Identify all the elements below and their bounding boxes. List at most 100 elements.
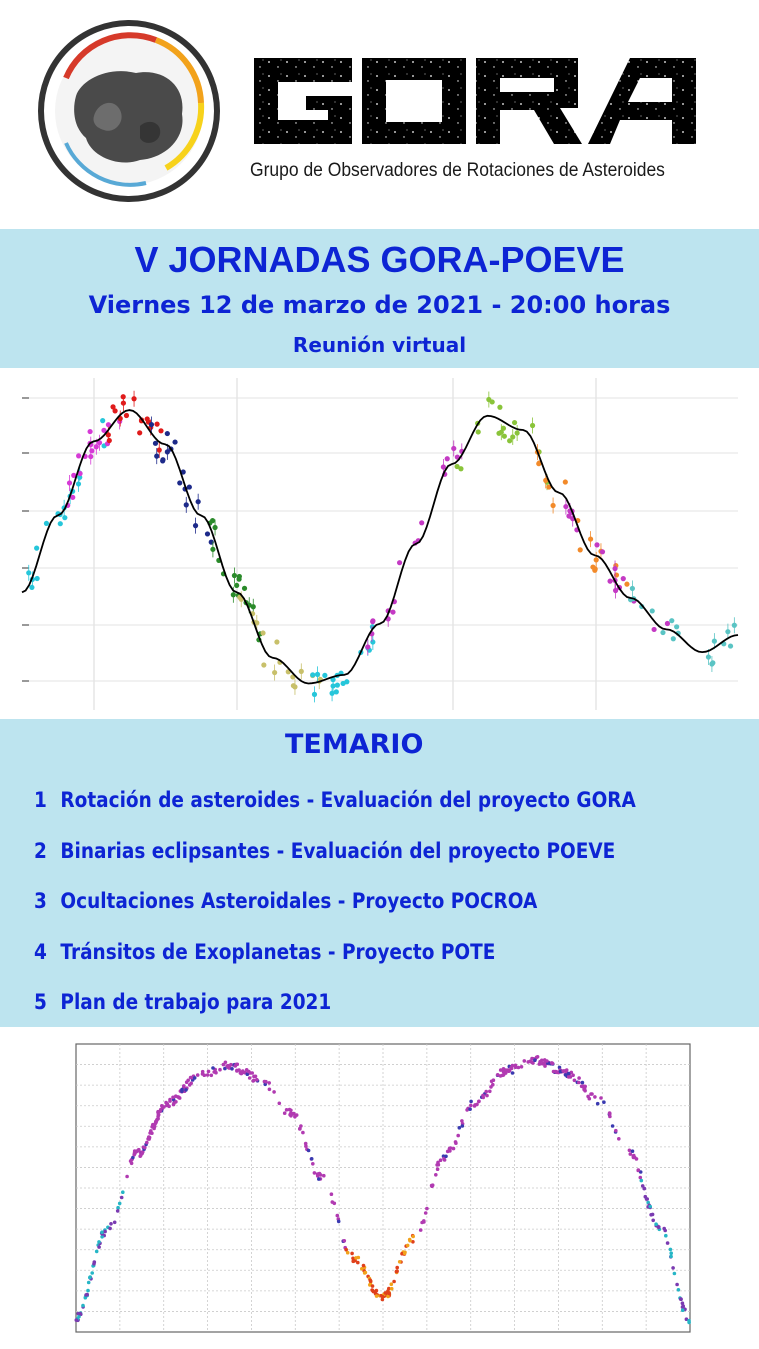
chart2-grid xyxy=(76,1044,690,1332)
chart2-point xyxy=(237,1068,241,1072)
chart2-point xyxy=(86,1280,91,1285)
chart1-point xyxy=(43,520,50,527)
chart2-point xyxy=(684,1317,689,1321)
chart2-point xyxy=(361,1263,366,1268)
chart2-point xyxy=(671,1266,675,1270)
chart1-point xyxy=(330,683,336,689)
chart1-fit-curve xyxy=(21,409,739,685)
chart1-point xyxy=(105,432,111,438)
chart2-point xyxy=(209,1073,214,1078)
chart1-point xyxy=(454,463,460,470)
chart2-point xyxy=(389,1282,394,1286)
chart2-point xyxy=(643,1194,648,1199)
chart2-point xyxy=(430,1183,435,1187)
chart1-point xyxy=(458,466,464,472)
chart2-point xyxy=(646,1200,650,1205)
chart1-point xyxy=(160,458,166,464)
agenda-section: TEMARIO 1 Rotación de asteroides - Evalua… xyxy=(0,719,759,1027)
chart1-point xyxy=(272,669,278,676)
chart2-point xyxy=(205,1073,210,1077)
chart2-point xyxy=(356,1260,360,1265)
chart2-point xyxy=(475,1102,479,1107)
chart1-point xyxy=(298,668,304,674)
chart2-point xyxy=(182,1084,186,1088)
chart2-point xyxy=(577,1076,581,1080)
chart2-point xyxy=(571,1073,575,1077)
chart2-point xyxy=(457,1126,462,1130)
chart2-point xyxy=(488,1089,492,1094)
chart2-point xyxy=(481,1093,485,1098)
chart2-point xyxy=(513,1065,518,1069)
chart2-point xyxy=(566,1071,571,1076)
chart2-point xyxy=(617,1137,621,1141)
chart2-point xyxy=(587,1096,592,1101)
chart2-point xyxy=(593,1095,597,1099)
chart2-point xyxy=(397,1260,402,1264)
chart1-point xyxy=(101,427,107,433)
agenda-item-number: 3 xyxy=(34,889,47,913)
chart1-point xyxy=(234,582,240,589)
chart2-point xyxy=(509,1066,514,1071)
chart2-point xyxy=(171,1095,175,1100)
chart1-point xyxy=(486,396,492,403)
chart2-point xyxy=(687,1318,691,1323)
chart2-point xyxy=(174,1094,178,1098)
chart2-point xyxy=(522,1059,527,1063)
chart2-point xyxy=(329,1192,334,1196)
chart2-point xyxy=(503,1068,508,1072)
chart2-point xyxy=(489,1085,493,1089)
chart1-point xyxy=(550,502,556,509)
chart2-point xyxy=(168,1099,172,1103)
chart2-point xyxy=(460,1119,464,1123)
chart1-point xyxy=(210,546,216,552)
header: Grupo de Observadores de Rotaciones de A… xyxy=(0,0,759,228)
chart1-point xyxy=(261,662,267,668)
chart2-point xyxy=(147,1135,151,1139)
chart2-point xyxy=(503,1071,508,1075)
chart2-point xyxy=(229,1062,233,1067)
chart2-point xyxy=(538,1059,542,1064)
chart2-point xyxy=(665,1241,670,1245)
chart1-point xyxy=(183,502,189,508)
chart2-point xyxy=(233,1064,238,1068)
chart1-point xyxy=(195,499,201,505)
chart2-point xyxy=(312,1171,317,1175)
chart2-point xyxy=(303,1141,308,1146)
chart2-point xyxy=(477,1099,481,1104)
agenda-item: 5 Plan de trabajo para 2021 xyxy=(34,990,331,1014)
chart1-point xyxy=(105,422,112,428)
chart2-point xyxy=(371,1289,376,1294)
header-subtitle: Grupo de Observadores de Rotaciones de A… xyxy=(250,160,665,181)
chart1-point xyxy=(120,400,127,406)
chart2-point xyxy=(442,1158,447,1162)
agenda-item-label: Plan de trabajo para 2021 xyxy=(60,990,332,1014)
chart2-point xyxy=(306,1148,311,1153)
chart1-point xyxy=(594,542,600,548)
chart2-point xyxy=(498,1068,503,1072)
chart2-point xyxy=(389,1286,394,1291)
chart1-point xyxy=(250,604,256,610)
chart2-point xyxy=(411,1234,416,1239)
chart2-point xyxy=(241,1069,245,1073)
chart1-point xyxy=(396,560,403,566)
chart2-point xyxy=(352,1259,357,1263)
chart2-point xyxy=(533,1058,537,1062)
chart2-point xyxy=(581,1084,586,1088)
chart1-point xyxy=(110,404,116,410)
chart2-point xyxy=(322,1173,326,1178)
agenda-title: TEMARIO xyxy=(285,729,424,760)
chart2-point xyxy=(149,1129,153,1133)
chart2-point xyxy=(444,1154,448,1159)
chart1-point xyxy=(475,429,481,435)
chart2-point xyxy=(360,1267,364,1271)
chart1-point xyxy=(71,472,77,478)
chart2-point xyxy=(250,1071,254,1075)
chart2-point xyxy=(100,1235,104,1239)
gora-wordmark-icon xyxy=(254,58,696,144)
chart2-point xyxy=(569,1070,574,1075)
chart1-point xyxy=(705,654,712,660)
chart2-point xyxy=(380,1294,385,1299)
chart2-point xyxy=(422,1220,426,1224)
chart2-point xyxy=(330,1200,335,1204)
chart2-point xyxy=(131,1155,135,1160)
